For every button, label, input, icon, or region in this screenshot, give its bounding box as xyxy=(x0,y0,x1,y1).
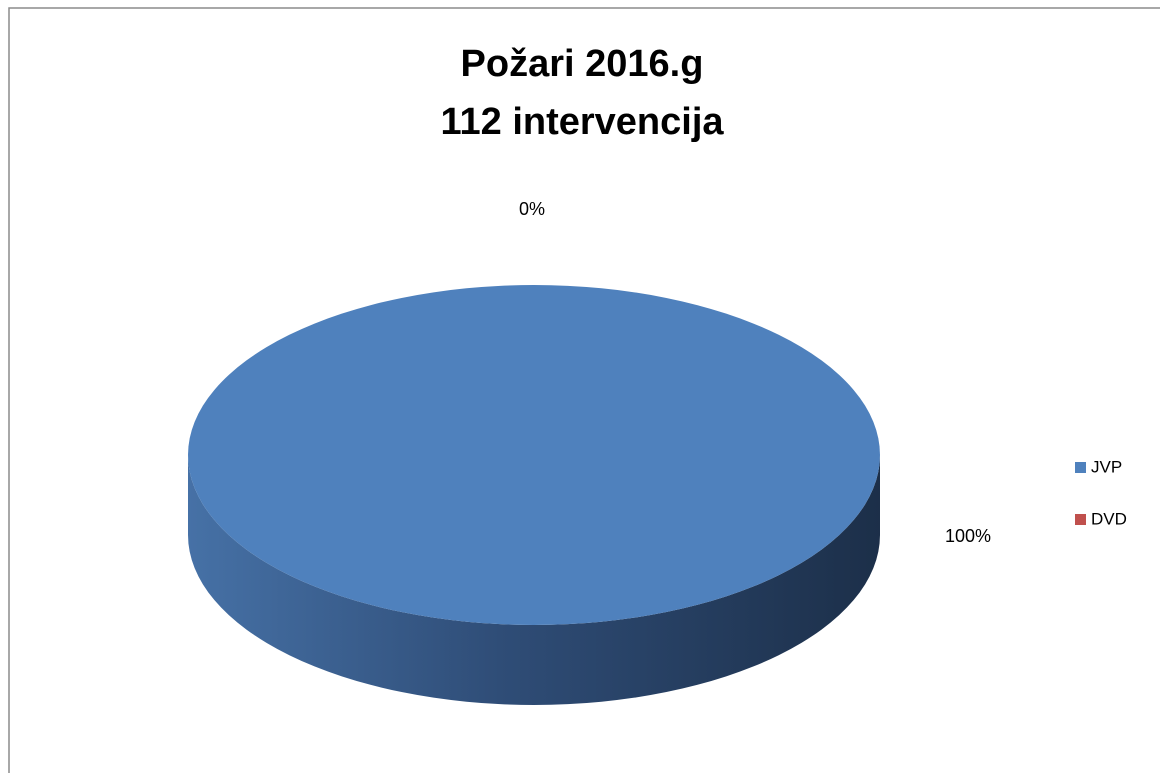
pie-slice xyxy=(188,285,880,625)
legend-swatch xyxy=(1075,514,1086,525)
chart-title: Požari 2016.g xyxy=(461,43,704,85)
data-label: 100% xyxy=(945,526,991,546)
legend-swatch xyxy=(1075,462,1086,473)
chart-frame xyxy=(8,7,1160,773)
legend-label: JVP xyxy=(1091,457,1122,476)
pie-slice-side xyxy=(188,455,880,705)
legend-label: DVD xyxy=(1091,509,1127,528)
data-label: 0% xyxy=(519,199,545,219)
chart-subtitle: 112 intervencija xyxy=(440,101,724,143)
